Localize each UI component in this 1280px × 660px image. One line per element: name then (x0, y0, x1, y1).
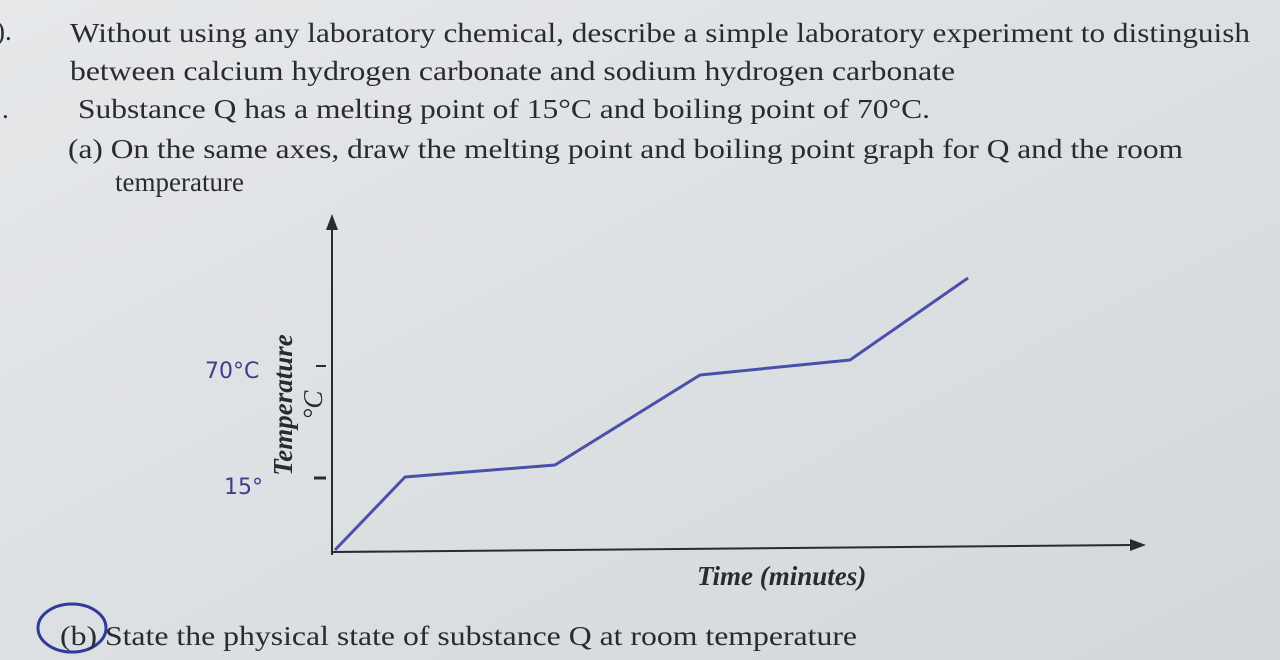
x-axis (331, 544, 1133, 553)
question-line: (a) On the same axes, draw the melting p… (68, 134, 1183, 164)
question-line: temperature (115, 167, 244, 197)
question-number: ). (0, 16, 12, 46)
question-part: (b) State the physical state of substanc… (60, 621, 857, 651)
question-stem: Substance Q has a melting point of 15°C … (78, 94, 930, 124)
y-axis-unit: °C (298, 390, 328, 420)
y-axis-label: Temperature (268, 334, 298, 476)
x-arrow (1130, 539, 1146, 551)
x-axis-label: Time (minutes) (697, 561, 866, 591)
graph: Temperature °C Time (minutes) 70°C 15° (205, 214, 1146, 591)
pen-circle (36, 602, 108, 654)
heating-curve (333, 276, 969, 552)
question-number: . (2, 94, 9, 124)
question-line: Without using any laboratory chemical, d… (70, 18, 1251, 48)
handwritten-label: 70°C (205, 359, 259, 384)
question-line: between calcium hydrogen carbonate and s… (70, 56, 955, 86)
y-arrow (326, 214, 338, 230)
handwritten-label: 15° (224, 475, 263, 500)
